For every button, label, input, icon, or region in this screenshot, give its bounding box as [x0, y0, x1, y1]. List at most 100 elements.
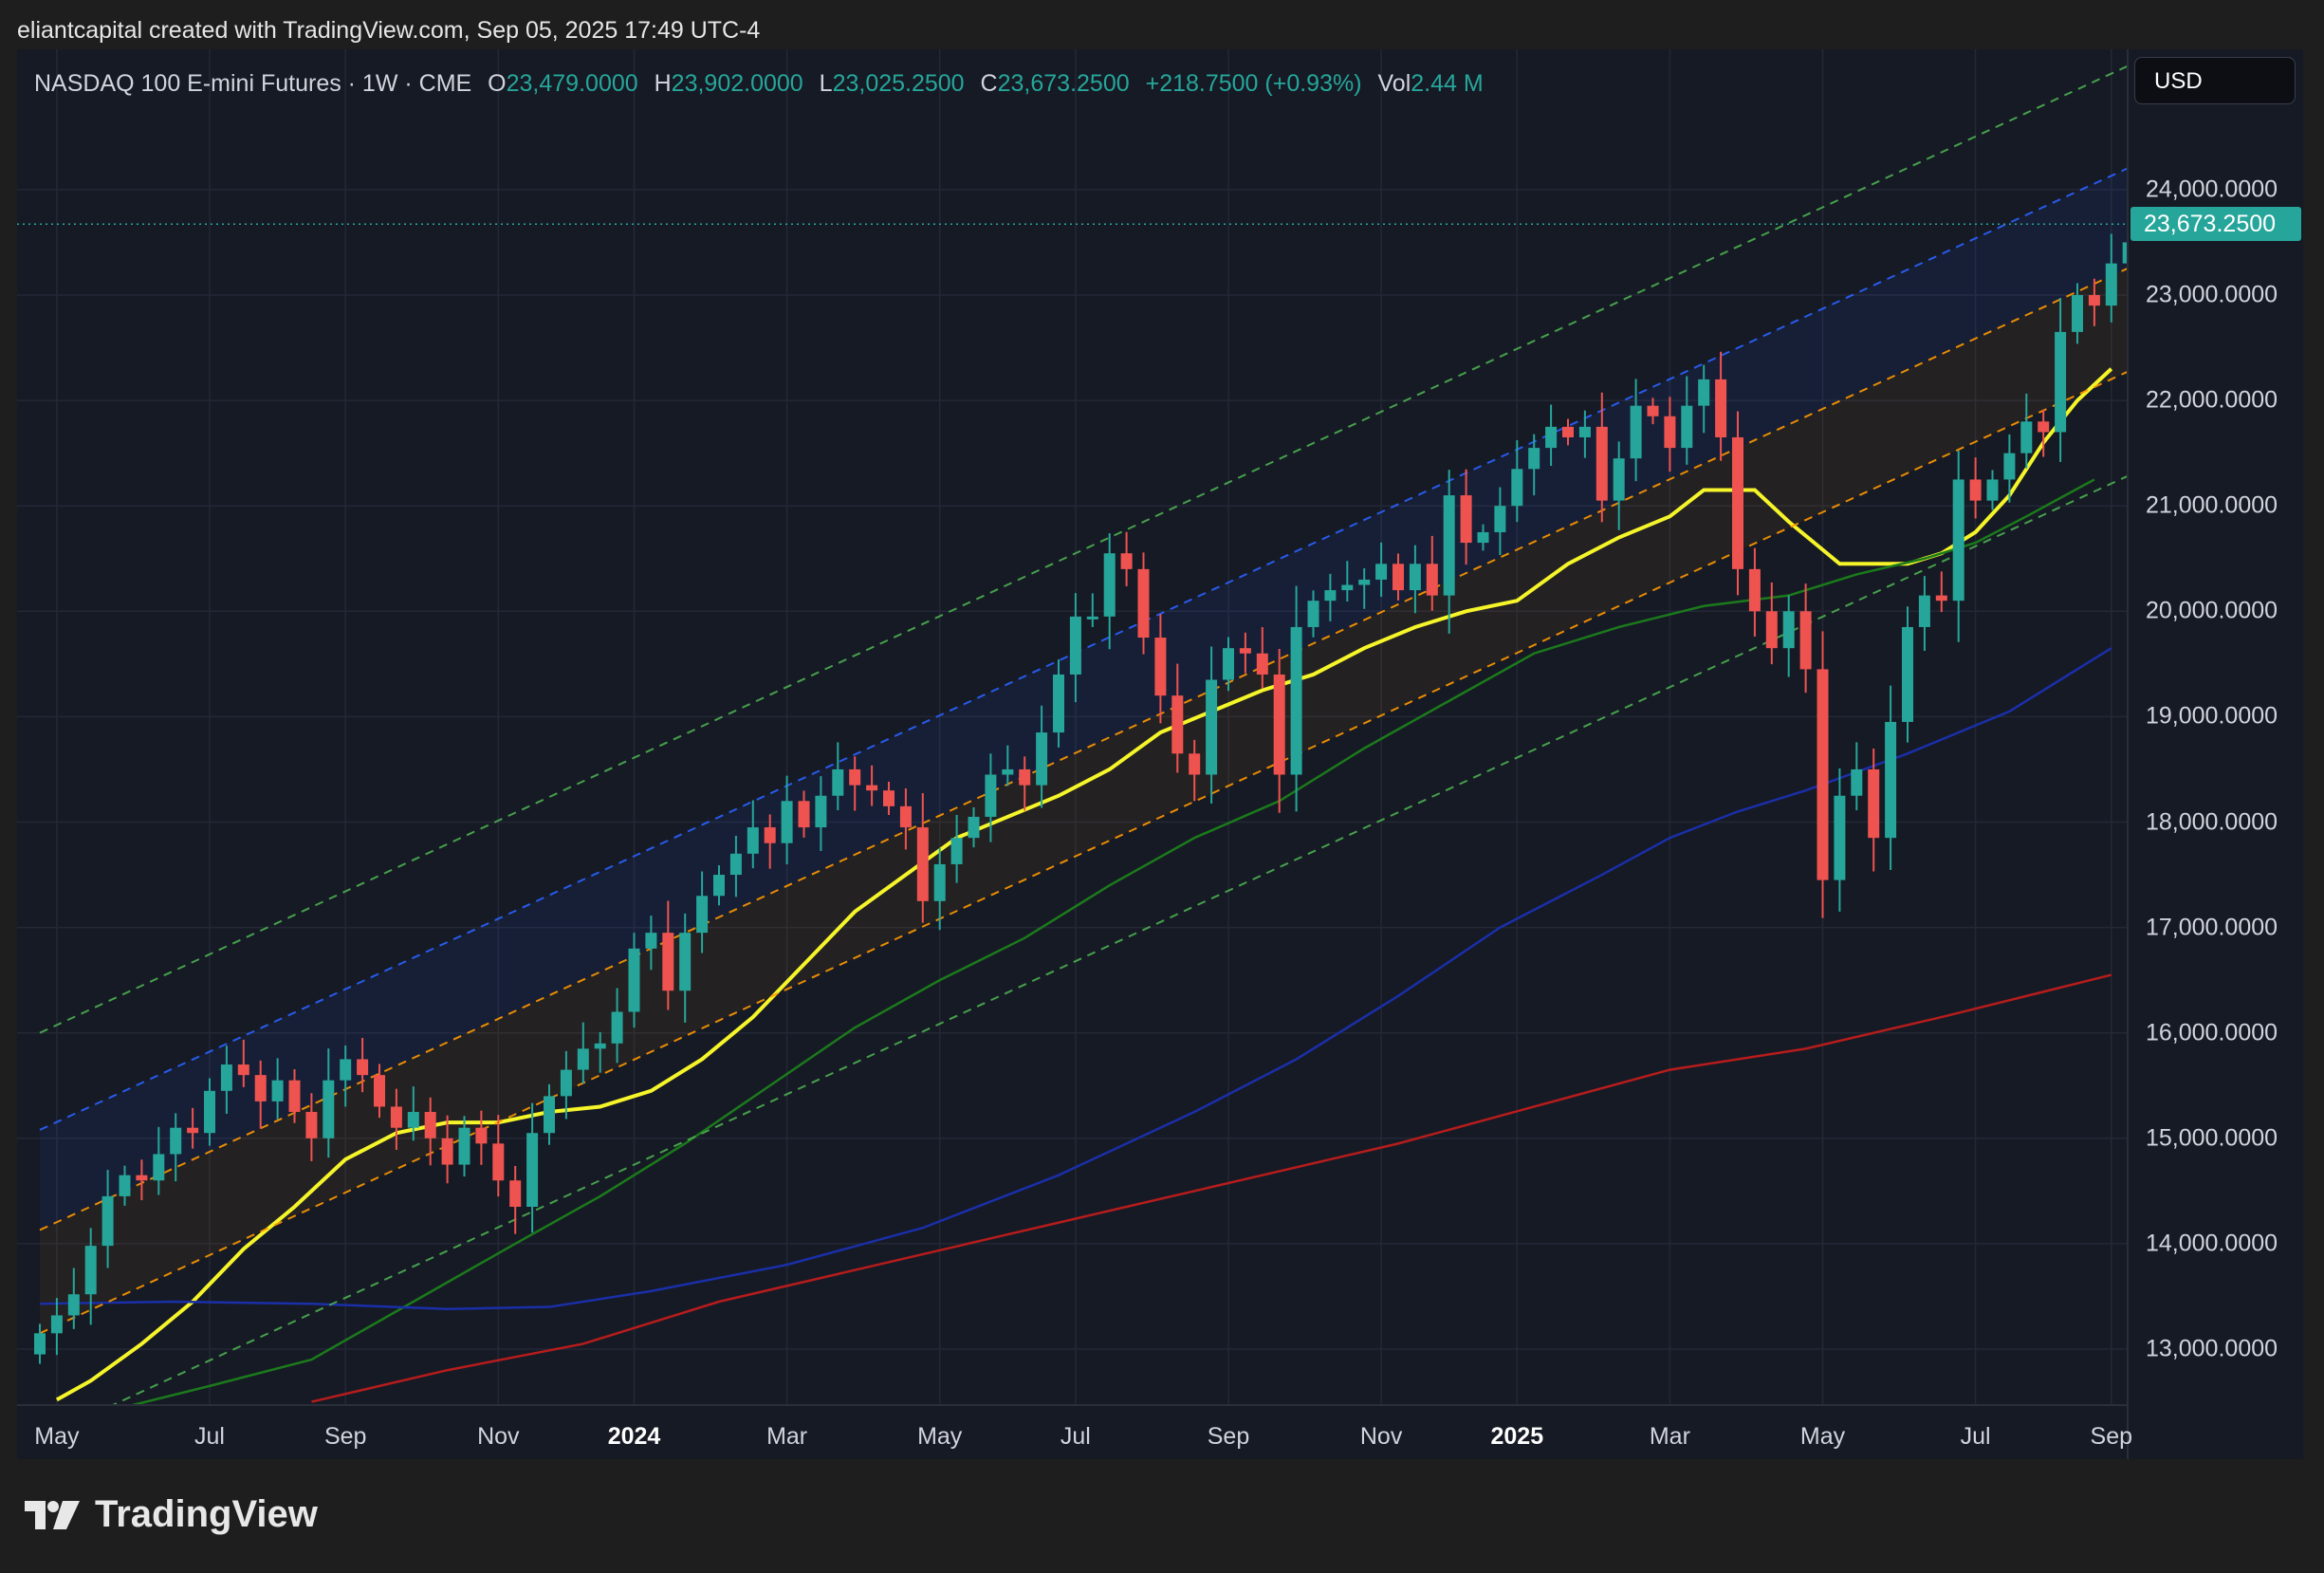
candle-body	[1086, 616, 1098, 620]
candle-body	[1630, 405, 1642, 459]
candle-body	[2105, 263, 2117, 306]
candle-body	[883, 790, 895, 806]
candle-body	[407, 1112, 419, 1128]
time-axis-divider	[17, 1404, 2129, 1406]
candle-body	[798, 801, 810, 828]
candle-body	[50, 1315, 63, 1334]
candle-body	[1528, 448, 1540, 470]
candle-body	[271, 1080, 284, 1101]
tradingview-logo-icon	[25, 1500, 80, 1529]
candle-body	[1647, 405, 1659, 416]
price-tick-label: 17,000.0000	[2146, 914, 2278, 941]
attribution-text: eliantcapital created with TradingView.c…	[17, 17, 761, 44]
candle-body	[1545, 426, 1558, 449]
candle-body	[1885, 721, 1897, 839]
candle-body	[1460, 495, 1472, 544]
candle-body	[237, 1064, 249, 1076]
candle-body	[2224, 248, 2236, 258]
candle-body	[1393, 564, 1404, 591]
candle-body	[1698, 379, 1710, 406]
candle-body	[1851, 768, 1863, 796]
candle-body	[1426, 564, 1438, 596]
candle-body	[390, 1106, 402, 1128]
candle-body	[1765, 611, 1778, 649]
candle-body	[1239, 648, 1251, 654]
candle-body	[1358, 579, 1371, 585]
channel-line	[39, 371, 2127, 1335]
time-tick-label: Mar	[766, 1423, 808, 1450]
open-value: 23,479.0000	[506, 70, 638, 97]
time-tick-label: May	[1799, 1423, 1846, 1450]
candle-body	[305, 1112, 318, 1138]
candle-body	[254, 1075, 267, 1101]
candle-body	[1036, 732, 1048, 786]
open-label: O	[488, 70, 507, 97]
last-price-tag: 23,673.2500	[2130, 207, 2301, 242]
time-tick-label: Sep	[1207, 1423, 1250, 1450]
time-tick-label: May	[917, 1423, 963, 1450]
price-tick-label: 18,000.0000	[2146, 808, 2278, 835]
candle-body	[866, 785, 878, 791]
candle-body	[747, 827, 759, 854]
low-value: 23,025.2500	[832, 70, 965, 97]
candle-body	[764, 827, 776, 843]
candle-body	[2122, 242, 2127, 264]
price-chart[interactable]	[17, 49, 2303, 1459]
candle-body	[2038, 421, 2050, 433]
price-tick-label: 14,000.0000	[2146, 1230, 2278, 1257]
legend-row: NASDAQ 100 E-mini Futures · 1W · CME O23…	[34, 70, 1484, 98]
price-axis-divider	[2127, 49, 2129, 1459]
candle-body	[1019, 768, 1031, 786]
low-label: L	[819, 70, 833, 97]
candle-body	[288, 1080, 301, 1113]
candle-body	[1595, 426, 1608, 501]
high-value: 23,902.0000	[671, 70, 803, 97]
candle-body	[1103, 553, 1116, 617]
candle-body	[153, 1154, 165, 1181]
candle-body	[832, 768, 844, 796]
moving-average-line	[311, 973, 2112, 1403]
candle-body	[2055, 331, 2067, 433]
candle-body	[679, 933, 692, 991]
candle-body	[220, 1064, 232, 1091]
candle-body	[458, 1127, 470, 1165]
candle-body	[1834, 795, 1846, 880]
time-tick-label: May	[34, 1423, 80, 1450]
candle-body	[1324, 590, 1337, 601]
candle-body	[492, 1143, 505, 1181]
candle-body	[1902, 626, 1913, 722]
candle-body	[374, 1075, 385, 1107]
currency-button[interactable]: USD	[2134, 57, 2296, 104]
symbol-name[interactable]: NASDAQ 100 E-mini Futures · 1W · CME	[34, 70, 472, 97]
candle-body	[1256, 653, 1268, 675]
candle-body	[577, 1048, 589, 1070]
candle-body	[2020, 421, 2033, 453]
candle-body	[1562, 426, 1574, 437]
candle-body	[1443, 495, 1455, 596]
candle-body	[1137, 568, 1150, 638]
price-tick-label: 22,000.0000	[2146, 386, 2278, 414]
candle-body	[1969, 479, 1982, 501]
candle-body	[475, 1127, 488, 1144]
candle-body	[1494, 506, 1506, 532]
candle-body	[441, 1138, 453, 1165]
chart-area[interactable]: NASDAQ 100 E-mini Futures · 1W · CME O23…	[17, 49, 2303, 1459]
candle-body	[1477, 531, 1489, 544]
time-tick-label: Nov	[1359, 1423, 1403, 1450]
close-value: 23,673.2500	[997, 70, 1130, 97]
brand[interactable]: TradingView	[23, 1493, 318, 1536]
candle-body	[34, 1333, 46, 1355]
candle-body	[628, 948, 640, 1012]
candle-body	[713, 875, 725, 897]
channel-fill-middle	[40, 268, 2127, 1334]
candle-body	[1120, 553, 1133, 569]
volume-value: 2.44 M	[1411, 70, 1484, 97]
price-tick-label: 13,000.0000	[2146, 1335, 2278, 1362]
candle-body	[1799, 611, 1812, 670]
candle-body	[1053, 674, 1064, 733]
candle-body	[2003, 453, 2016, 480]
candle-body	[1189, 753, 1201, 775]
candle-body	[2072, 295, 2083, 332]
volume-label: Vol	[1377, 70, 1411, 97]
candle-body	[1732, 436, 1743, 569]
